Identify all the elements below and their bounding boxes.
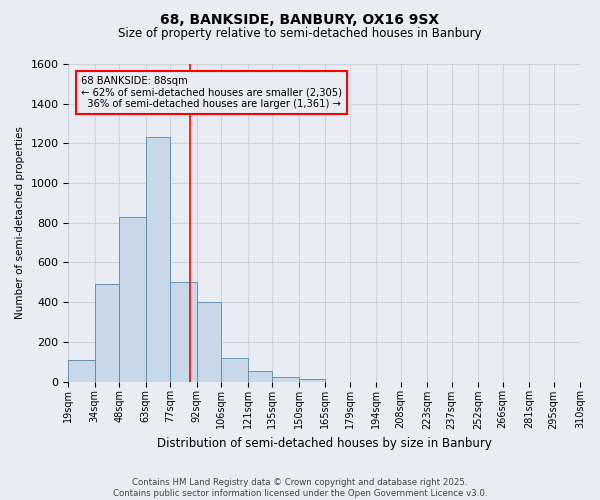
X-axis label: Distribution of semi-detached houses by size in Banbury: Distribution of semi-detached houses by … — [157, 437, 491, 450]
Text: Size of property relative to semi-detached houses in Banbury: Size of property relative to semi-detach… — [118, 28, 482, 40]
Bar — [95, 284, 119, 382]
Bar — [299, 378, 325, 382]
Bar — [272, 376, 299, 382]
Bar — [119, 217, 146, 382]
Bar — [197, 302, 221, 382]
Bar — [170, 282, 197, 382]
Text: 68, BANKSIDE, BANBURY, OX16 9SX: 68, BANKSIDE, BANBURY, OX16 9SX — [160, 12, 440, 26]
Bar — [248, 370, 272, 382]
Text: 68 BANKSIDE: 88sqm
← 62% of semi-detached houses are smaller (2,305)
  36% of se: 68 BANKSIDE: 88sqm ← 62% of semi-detache… — [81, 76, 342, 109]
Bar — [221, 358, 248, 382]
Bar — [146, 138, 170, 382]
Text: Contains HM Land Registry data © Crown copyright and database right 2025.
Contai: Contains HM Land Registry data © Crown c… — [113, 478, 487, 498]
Y-axis label: Number of semi-detached properties: Number of semi-detached properties — [15, 126, 25, 319]
Bar — [68, 360, 95, 382]
